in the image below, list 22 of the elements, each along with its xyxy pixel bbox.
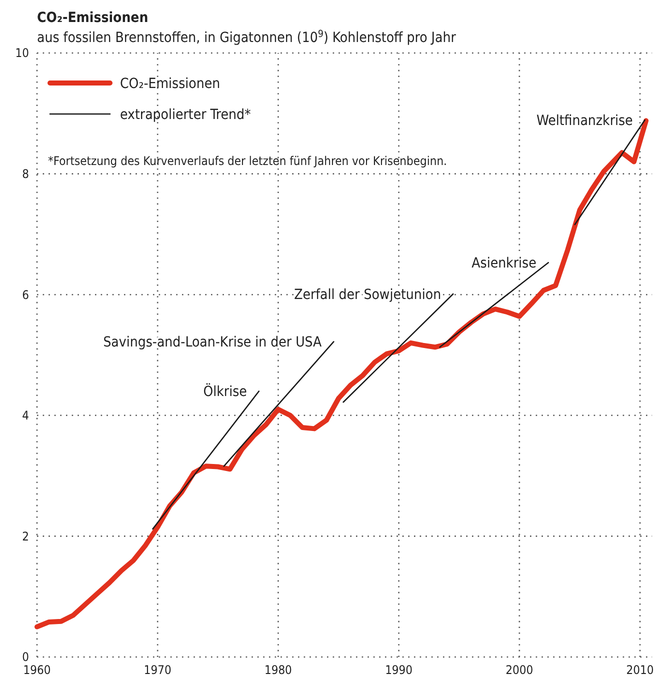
x-tick-label: 1960 bbox=[23, 663, 51, 677]
y-tick-label: 0 bbox=[22, 650, 30, 664]
annotation: Zerfall der Sowjetunion bbox=[294, 286, 442, 303]
y-tick-label: 10 bbox=[15, 46, 30, 60]
y-tick-label: 4 bbox=[22, 408, 30, 423]
chart-title: CO₂-Emissionen bbox=[37, 10, 148, 26]
y-tick-label: 8 bbox=[22, 167, 30, 181]
annotation: *Fortsetzung des Kurvenverlaufs der letzten fünf Jahren vor Krisenbeginn. bbox=[48, 154, 447, 168]
x-tick-label: 1990 bbox=[385, 663, 413, 677]
x-tick-label: 2000 bbox=[506, 663, 534, 677]
y-tick-label: 2 bbox=[22, 529, 29, 544]
chart-subtitle: aus fossilen Brennstoffen, in Gigatonnen (10$^{9}$) Kohlenstoff pro Jahr bbox=[37, 28, 457, 46]
x-tick-label: 2010 bbox=[626, 663, 654, 677]
y-tick-label: 6 bbox=[22, 288, 30, 302]
annotation: Savings-and-Loan-Krise in der USA bbox=[103, 334, 322, 351]
legend-label: extrapolierter Trend* bbox=[120, 106, 251, 123]
x-tick-label: 1970 bbox=[144, 663, 172, 677]
x-tick-label: 1980 bbox=[264, 663, 292, 677]
legend-label: CO₂-Emissionen bbox=[120, 76, 220, 92]
annotation: Ölkrise bbox=[203, 383, 248, 400]
annotation: Asienkrise bbox=[472, 255, 537, 272]
annotation: Weltfinanzkrise bbox=[536, 112, 634, 129]
